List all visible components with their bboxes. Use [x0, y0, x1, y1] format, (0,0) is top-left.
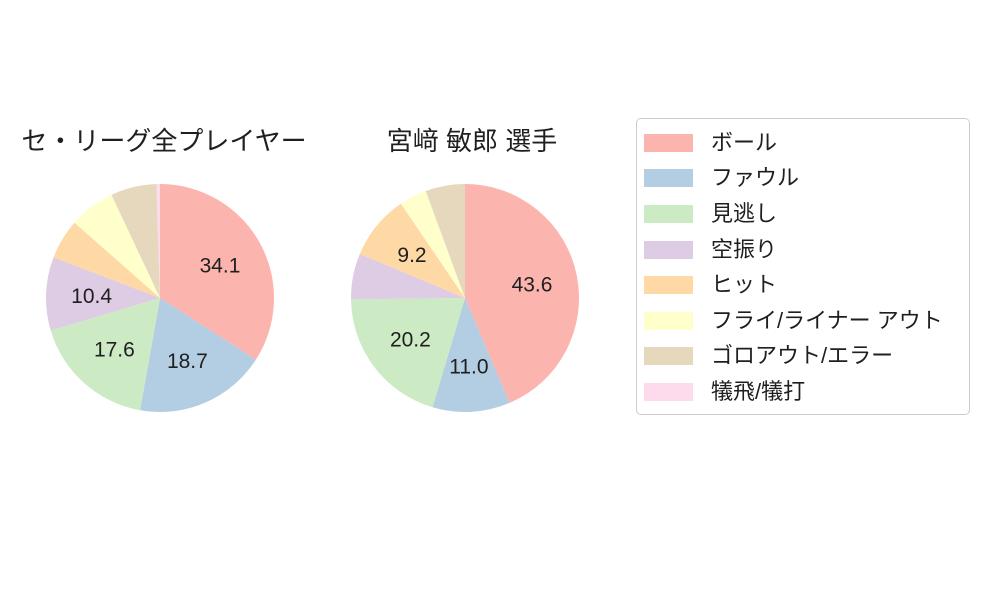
- legend-item-foul: ファウル: [637, 161, 969, 197]
- pie-slice: [432, 298, 510, 412]
- legend-item-label: 空振り: [711, 236, 778, 262]
- percent-label: 17.6: [94, 338, 135, 361]
- legend-item-label: ヒット: [711, 272, 778, 298]
- pie-slice: [74, 194, 160, 298]
- legend-item-fly-liner-out: フライ/ライナー アウト: [637, 303, 969, 339]
- legend-item-label: 見逃し: [711, 200, 778, 226]
- pie-slice: [160, 184, 274, 360]
- pie-chart-left: 34.1 18.7 17.6 10.4: [46, 184, 274, 412]
- legend-item-hit: ヒット: [637, 267, 969, 303]
- legend-item-groundout-error: ゴロアウト/エラー: [637, 339, 969, 375]
- legend-swatch-icon: [644, 169, 693, 188]
- pie-slice: [111, 184, 160, 298]
- legend-swatch-icon: [644, 382, 693, 401]
- pie-slice: [50, 298, 161, 411]
- percent-label: 20.2: [390, 329, 431, 352]
- legend-swatch-icon: [644, 204, 693, 223]
- legend-item-swinging-miss: 空振り: [637, 232, 969, 268]
- legend-swatch-icon: [644, 240, 693, 259]
- legend-item-ball: ボール: [637, 125, 969, 161]
- pie-slice: [425, 184, 465, 298]
- legend-swatch-icon: [644, 311, 693, 330]
- legend-item-label: ボール: [711, 129, 778, 155]
- pie-slice: [46, 257, 161, 331]
- legend-item-label: 犠飛/犠打: [711, 378, 806, 404]
- pie-slice: [351, 298, 465, 408]
- pie-slice: [53, 222, 160, 298]
- percent-label: 43.6: [512, 274, 553, 297]
- legend: ボール ファウル 見逃し 空振り ヒット フライ/ライナー アウト ゴロアウト/…: [636, 118, 970, 415]
- percent-label: 11.0: [449, 356, 488, 379]
- legend-item-called-strike: 見逃し: [637, 196, 969, 232]
- pie-slice: [359, 203, 465, 298]
- percent-label: 34.1: [200, 255, 241, 278]
- legend-swatch-icon: [644, 276, 693, 295]
- legend-item-label: ファウル: [711, 165, 800, 191]
- percent-label: 18.7: [167, 350, 208, 373]
- legend-item-label: フライ/ライナー アウト: [711, 307, 943, 333]
- legend-swatch-icon: [644, 133, 693, 152]
- pie-slice: [400, 190, 465, 298]
- pie-chart-right: 43.6 11.0 20.2 9.2: [351, 184, 579, 412]
- pie-slice: [140, 298, 256, 412]
- legend-item-label: ゴロアウト/エラー: [711, 343, 894, 369]
- pie-slice: [465, 184, 579, 403]
- percent-label: 10.4: [71, 285, 112, 308]
- right-pie-title: 宮﨑 敏郎 選手: [386, 126, 558, 156]
- legend-item-sacrifice: 犠飛/犠打: [637, 374, 969, 410]
- pie-slice: [351, 254, 465, 300]
- pie-slice: [156, 184, 160, 298]
- percent-label: 9.2: [397, 244, 426, 267]
- left-pie-title: セ・リーグ全プレイヤー: [21, 126, 307, 156]
- legend-swatch-icon: [644, 347, 693, 366]
